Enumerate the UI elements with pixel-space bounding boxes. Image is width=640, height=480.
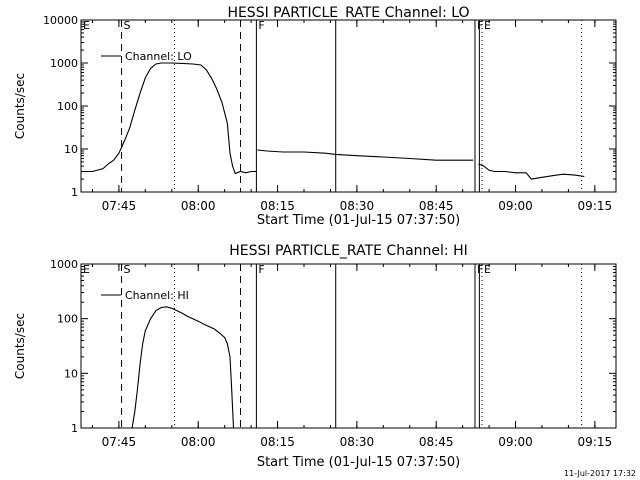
legend-label: Channel: LO bbox=[125, 50, 192, 63]
x-tick-label: 08:00 bbox=[181, 199, 216, 213]
x-tick-label: 08:15 bbox=[260, 199, 295, 213]
x-axis-title: Start Time (01-Jul-15 07:37:50) bbox=[257, 455, 460, 470]
chart-panel-1: HESSI PARTICLE_RATE Channel: LO 1 10 100 100… bbox=[13, 5, 617, 228]
event-marker-label: S bbox=[124, 263, 131, 276]
x-tick-label: 07:45 bbox=[102, 435, 137, 449]
event-marker-label: F bbox=[477, 263, 483, 276]
timestamp-stamp: 11-Jul-2017 17:32 bbox=[563, 469, 636, 478]
y-tick-label: 1 bbox=[71, 186, 78, 199]
y-tick-label: 1 bbox=[71, 422, 78, 435]
chart-title: HESSI PARTICLE_RATE Channel: HI bbox=[229, 243, 467, 259]
event-marker-label: E bbox=[83, 19, 90, 32]
y-tick-label: 1000 bbox=[50, 258, 78, 271]
x-tick-label: 08:30 bbox=[340, 435, 375, 449]
y-tick-label: 100 bbox=[57, 313, 78, 326]
y-tick-label: 10 bbox=[64, 143, 78, 156]
y-axis-title: Counts/sec bbox=[13, 313, 27, 379]
x-tick-label: 09:15 bbox=[578, 435, 613, 449]
series-line bbox=[478, 163, 585, 180]
series-line bbox=[131, 306, 235, 429]
plot-frame bbox=[80, 19, 617, 193]
x-tick-label: 09:15 bbox=[578, 199, 613, 213]
y-axis-title: Counts/sec bbox=[13, 73, 27, 139]
y-tick-label: 10000 bbox=[43, 14, 78, 27]
event-marker-label: E bbox=[484, 19, 491, 32]
series-line bbox=[257, 149, 474, 161]
x-tick-label: 09:00 bbox=[498, 199, 533, 213]
x-tick-label: 09:00 bbox=[498, 435, 533, 449]
x-tick-label: 08:30 bbox=[340, 199, 375, 213]
event-marker-label: S bbox=[124, 19, 131, 32]
y-tick-label: 10 bbox=[64, 367, 78, 380]
x-tick-label: 08:45 bbox=[419, 435, 454, 449]
x-tick-label: 08:00 bbox=[181, 435, 216, 449]
series-line bbox=[81, 62, 257, 175]
x-tick-label: 08:45 bbox=[419, 199, 454, 213]
event-marker-label: F bbox=[258, 263, 264, 276]
event-marker-label: E bbox=[484, 263, 491, 276]
y-tick-label: 100 bbox=[57, 100, 78, 113]
chart-panel-2: HESSI PARTICLE_RATE Channel: HI 1 10 100 100… bbox=[13, 243, 617, 470]
event-marker-label: F bbox=[258, 19, 264, 32]
chart-title: HESSI PARTICLE_RATE Channel: LO bbox=[227, 5, 469, 21]
event-marker-label: F bbox=[477, 19, 483, 32]
legend-label: Channel: HI bbox=[125, 289, 189, 302]
x-tick-label: 07:45 bbox=[102, 199, 137, 213]
x-tick-label: 08:15 bbox=[260, 435, 295, 449]
event-marker-label: E bbox=[83, 263, 90, 276]
y-tick-label: 1000 bbox=[50, 57, 78, 70]
x-axis-title: Start Time (01-Jul-15 07:37:50) bbox=[257, 213, 460, 228]
